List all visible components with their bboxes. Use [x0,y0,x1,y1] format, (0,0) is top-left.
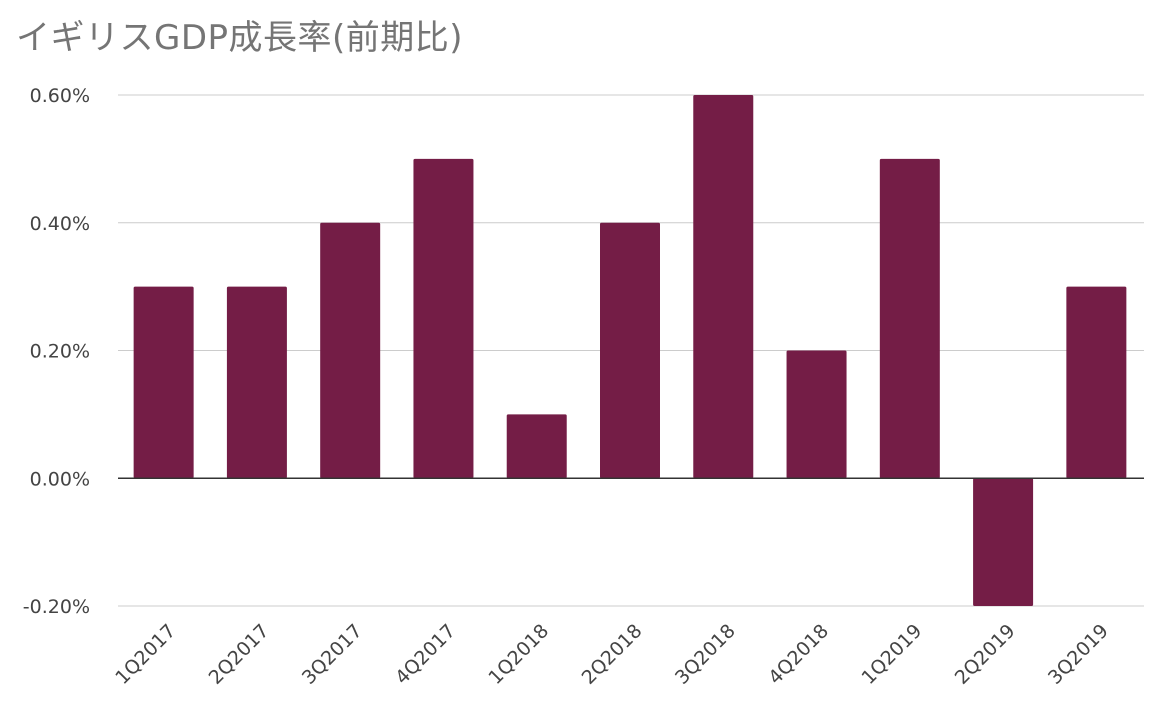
bar-3Q2018 [693,95,754,479]
x-tick-label: 4Q2018 [764,620,833,689]
bar-2Q2019 [973,478,1034,606]
x-tick-label: 2Q2018 [578,620,647,689]
y-tick-label: -0.20% [23,596,90,618]
y-tick-label: 0.00% [30,468,90,490]
x-tick-label: 3Q2019 [1044,620,1113,689]
bar-4Q2018 [786,350,847,479]
x-tick-label: 1Q2019 [857,620,926,689]
y-tick-label: 0.40% [30,213,90,235]
x-tick-label: 2Q2019 [951,620,1020,689]
x-tick-label: 1Q2017 [111,620,180,689]
bar-3Q2017 [320,222,381,479]
y-tick-label: 0.20% [30,341,90,363]
bar-1Q2019 [879,158,940,479]
x-tick-label: 1Q2018 [484,620,553,689]
bar-4Q2017 [413,158,474,479]
x-tick-label: 3Q2018 [671,620,740,689]
x-tick-label: 2Q2017 [205,620,274,689]
bar-1Q2017 [133,286,194,479]
bar-2Q2017 [226,286,287,479]
x-tick-label: 3Q2017 [298,620,367,689]
bar-2Q2018 [600,222,660,479]
x-tick-label: 4Q2017 [391,620,460,689]
chart-title: イギリスGDP成長率(前期比) [16,18,464,58]
y-tick-label: 0.60% [30,85,90,107]
bar-1Q2018 [506,414,567,479]
bar-3Q2019 [1066,286,1127,479]
